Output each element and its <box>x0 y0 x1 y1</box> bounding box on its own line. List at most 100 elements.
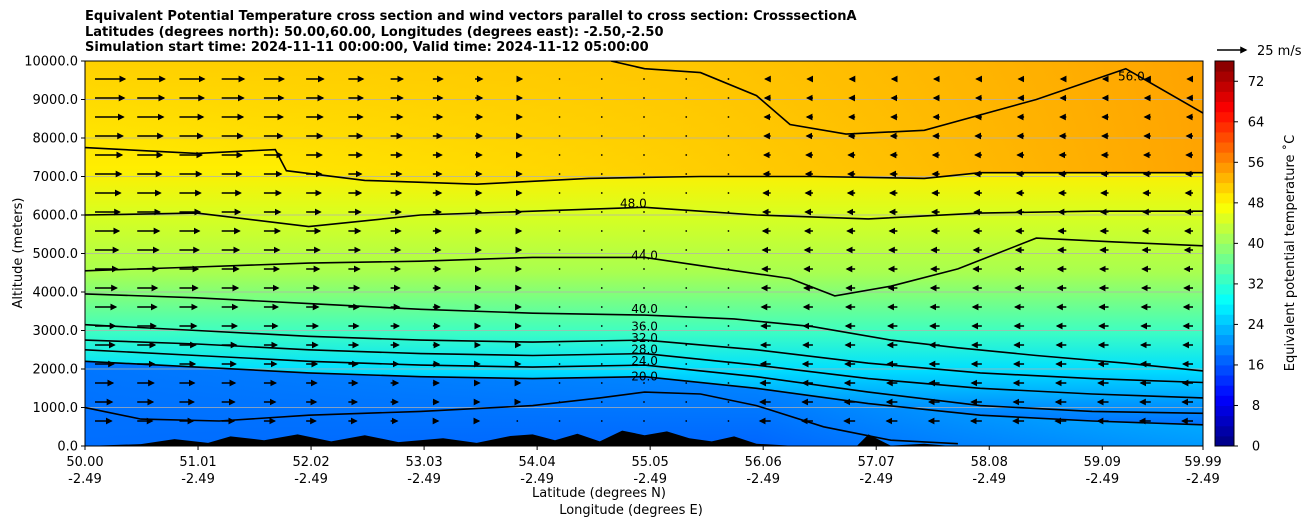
wind-vector <box>516 420 519 422</box>
wind-vector <box>643 116 645 118</box>
wind-vector <box>643 230 645 232</box>
wind-vector <box>600 78 603 80</box>
x-axis-label-latitude: Latitude (degrees N) <box>532 486 666 501</box>
contour-label: 44.0 <box>631 248 658 262</box>
contour-56 <box>610 61 1203 135</box>
colorbar-band <box>1215 395 1234 406</box>
wind-vector <box>727 173 730 175</box>
wind-vector <box>685 135 688 137</box>
wind-vector <box>558 192 561 194</box>
y-axis-label: Altitude (meters) <box>11 198 26 309</box>
contour-label: 40.0 <box>631 302 658 316</box>
x-tick-label-lat: 59.99 <box>1184 455 1221 470</box>
y-tick-label: 6000.0 <box>33 209 79 224</box>
wind-vector <box>685 230 688 232</box>
colorbar-tick-label: 24 <box>1248 318 1265 333</box>
colorbar-band <box>1215 314 1234 325</box>
wind-vector <box>600 192 603 194</box>
wind-vector <box>643 135 645 137</box>
wind-vector <box>643 268 645 270</box>
wind-vector <box>600 211 603 213</box>
wind-vector <box>643 211 645 213</box>
wind-vector <box>643 382 645 384</box>
x-tick-label-lon: -2.49 <box>859 472 893 487</box>
colorbar-tick-label: 32 <box>1248 277 1265 292</box>
wind-vector <box>685 363 688 365</box>
colorbar-tick-label: 48 <box>1248 196 1265 211</box>
colorbar-band <box>1215 405 1234 417</box>
wind-vector <box>685 401 688 403</box>
colorbar-band <box>1215 243 1234 254</box>
wind-vector <box>727 116 730 118</box>
wind-vector <box>685 382 688 384</box>
wind-vector <box>600 287 603 289</box>
wind-vector <box>558 287 561 289</box>
wind-vector <box>558 420 561 422</box>
y-axis: 0.0 1000.0 2000.0 3000.0 4000.0 5000.0 6000.0 7… <box>24 55 85 455</box>
y-tick-label: 0.0 <box>57 440 78 455</box>
wind-vector <box>685 154 688 156</box>
wind-vector <box>685 192 688 194</box>
wind-vector <box>558 306 561 308</box>
wind-vector <box>727 211 730 213</box>
x-tick-label-lon: -2.49 <box>407 472 441 487</box>
x-tick-label-lat: 52.02 <box>292 455 329 470</box>
wind-vector <box>727 344 730 346</box>
colorbar-tick-label: 40 <box>1248 237 1265 252</box>
wind-vector <box>685 344 688 346</box>
wind-vector <box>600 230 603 232</box>
y-tick-label: 8000.0 <box>33 132 79 147</box>
wind-vector <box>600 116 603 118</box>
colorbar-band <box>1215 253 1234 265</box>
colorbar-band <box>1215 172 1234 184</box>
wind-vector <box>727 325 730 327</box>
colorbar-tick-label: 64 <box>1248 115 1265 130</box>
colorbar-band <box>1215 415 1234 427</box>
wind-vector <box>558 268 561 270</box>
wind-vector <box>643 192 645 194</box>
colorbar-band <box>1215 212 1234 224</box>
wind-vectors <box>95 75 1194 425</box>
wind-vector <box>600 420 603 422</box>
quiver-key: 25 m/s <box>1217 44 1302 59</box>
chart-title: Equivalent Potential Temperature cross s… <box>85 9 857 56</box>
quiver-key-label: 25 m/s <box>1257 44 1302 59</box>
y-tick-label: 7000.0 <box>33 170 79 185</box>
colorbar-tick-label: 8 <box>1252 399 1260 414</box>
warm-upper-layer <box>85 61 1203 185</box>
wind-vector <box>558 97 561 99</box>
title-line-1: Equivalent Potential Temperature cross s… <box>85 9 857 24</box>
wind-vector <box>727 192 730 194</box>
wind-vector <box>558 325 561 327</box>
colorbar-band <box>1215 142 1234 153</box>
contour-label: 48.0 <box>620 196 647 210</box>
colorbar-band <box>1215 121 1234 133</box>
x-tick-label-lat: 53.03 <box>405 455 442 470</box>
contour-24 <box>85 360 1203 426</box>
x-tick-label-lat: 59.09 <box>1084 455 1121 470</box>
wind-vector <box>600 363 603 365</box>
y-tick-label: 1000.0 <box>33 401 79 416</box>
contour-44 <box>85 237 1203 297</box>
x-tick-label-lon: -2.49 <box>68 472 102 487</box>
wind-vector <box>727 401 730 403</box>
wind-vector <box>727 420 730 422</box>
wind-vector <box>558 363 561 365</box>
wind-vector <box>727 382 730 384</box>
wind-vector <box>685 249 688 251</box>
colorbar-band <box>1215 385 1234 396</box>
plot-area: 20.024.028.032.036.040.044.048.056.0 <box>85 61 1203 446</box>
colorbar-band <box>1215 425 1234 437</box>
wind-vector <box>558 230 561 232</box>
wind-vector <box>600 344 603 346</box>
contour-label: 32.0 <box>631 331 658 345</box>
colorbar-band <box>1215 111 1234 123</box>
colorbar-band <box>1215 334 1234 346</box>
wind-vector <box>600 135 603 137</box>
colorbar-band <box>1215 61 1234 72</box>
x-axis: 50.00 -2.49 51.01 -2.49 52.02 -2.49 53.03 -2.49… <box>66 446 1222 487</box>
colorbar-band <box>1215 263 1234 275</box>
wind-vector <box>600 173 603 175</box>
x-tick-label-lon: -2.49 <box>972 472 1006 487</box>
